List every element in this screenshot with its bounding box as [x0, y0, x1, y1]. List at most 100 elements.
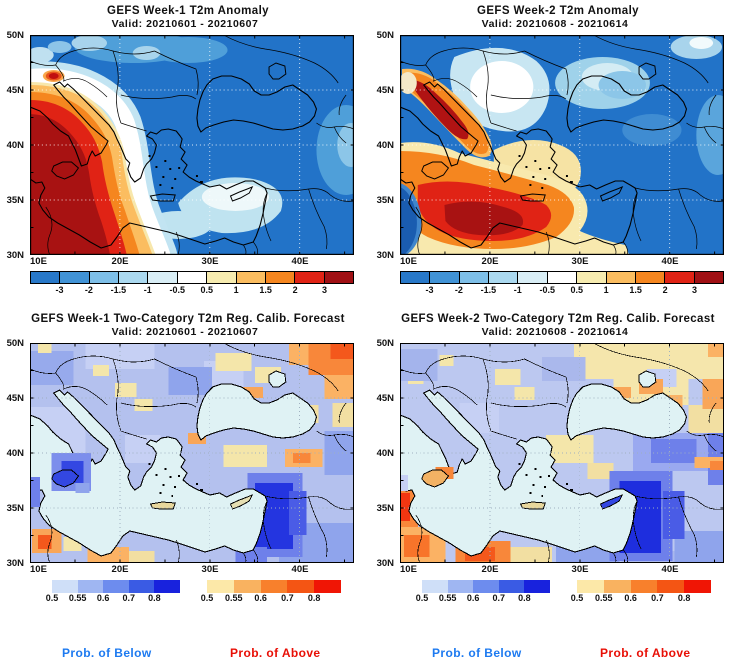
colorbar-segment — [128, 580, 155, 593]
colorbar-segment — [605, 271, 636, 284]
panel-week2-anomaly: GEFS Week-2 T2m Anomaly Valid: 20210608 … — [370, 0, 740, 299]
colorbar-segment — [88, 271, 120, 284]
lat-tick-label: 40N — [6, 448, 24, 459]
crete — [150, 501, 176, 510]
colorbar-segment — [576, 271, 607, 284]
colorbar-tick-label: 0.5 — [570, 285, 583, 295]
lon-tick-label: 20E — [111, 256, 129, 267]
colorbar-segment — [664, 271, 695, 284]
lon-axis: 10E 20E 30E 40E — [400, 255, 724, 268]
colorbar-tick-label: 0.8 — [677, 593, 691, 603]
lon-tick-label: 30E — [201, 564, 219, 575]
colorbar-tick-label: -1 — [143, 285, 152, 295]
anomaly-map-week2 — [400, 35, 724, 255]
panel-title: GEFS Week-1 T2m Anomaly — [107, 5, 269, 17]
colorbar-segment — [473, 580, 499, 593]
colorbar-tick-label: 3 — [322, 285, 328, 295]
colorbar-segment — [118, 271, 149, 284]
colorbar-tick-label: -1 — [513, 285, 522, 295]
colorbar-segment — [517, 271, 548, 284]
colorbar-tick-label: -2 — [454, 285, 463, 295]
colorbar-tick-label: 0.7 — [492, 593, 506, 603]
map-frame — [30, 35, 354, 255]
lon-tick-label: 30E — [571, 564, 589, 575]
colorbar-tick-label: 0.5 — [200, 285, 213, 295]
anomaly-row: GEFS Week-1 T2m Anomaly Valid: 20210601 … — [0, 0, 740, 299]
colorbar-segment — [260, 580, 288, 593]
colorbar-segment — [154, 580, 180, 593]
lat-tick-label: 35N — [6, 195, 24, 206]
colorbar-segment — [287, 580, 315, 593]
colorbar-segment — [294, 271, 325, 284]
lon-tick-label: 40E — [661, 256, 679, 267]
lat-tick-label: 35N — [6, 503, 24, 514]
panel-week1-probability: GEFS Week-1 Two-Category T2m Reg. Calib.… — [0, 308, 370, 608]
colorbar-segment — [59, 271, 90, 284]
panel-valid-range: Valid: 20210601 - 20210607 — [111, 18, 259, 30]
probability-map-week1 — [30, 343, 354, 563]
colorbar-segment — [235, 271, 266, 284]
lon-tick-label: 10E — [400, 564, 417, 575]
probability-row: GEFS Week-1 Two-Category T2m Reg. Calib.… — [0, 308, 740, 608]
colorbar-segment — [630, 580, 658, 593]
lon-tick-label: 30E — [571, 256, 589, 267]
colorbar-segment — [147, 271, 178, 284]
colorbar-tick-label: 0.5 — [415, 593, 429, 603]
colorbar-tick-label: 1.5 — [629, 285, 642, 295]
prob-below-colorbar: 0.5 0.55 0.6 0.7 0.8 — [416, 580, 550, 608]
map-frame — [400, 35, 724, 255]
colorbar-segment — [206, 271, 237, 284]
lat-tick-label: 30N — [376, 250, 394, 261]
anomaly-colorbar: -3 -2 -1.5 -1 -0.5 0.5 1 1.5 2 3 — [400, 271, 724, 299]
lat-tick-label: 35N — [376, 195, 394, 206]
colorbar-tick-label: 0.8 — [307, 593, 321, 603]
lon-axis: 10E 20E 30E 40E — [400, 563, 724, 576]
lon-tick-label: 30E — [201, 256, 219, 267]
panel-valid-range: Valid: 20210601 - 20210607 — [111, 326, 259, 338]
colorbar-segment — [693, 271, 724, 284]
prob-below-label: Prob. of Below — [432, 646, 522, 660]
colorbar-segment — [77, 580, 104, 593]
colorbar-segment — [52, 580, 78, 593]
colorbar-segment — [524, 580, 550, 593]
lon-tick-label: 10E — [30, 256, 47, 267]
colorbar-segment — [400, 271, 431, 284]
lat-tick-label: 50N — [376, 30, 394, 41]
lat-tick-label: 40N — [6, 140, 24, 151]
colorbar-segment — [546, 271, 578, 284]
colorbar-segment — [447, 580, 474, 593]
lon-tick-label: 40E — [661, 564, 679, 575]
lat-tick-label: 45N — [6, 85, 24, 96]
colorbar-tick-label: 0.7 — [122, 593, 136, 603]
colorbar-tick-label: 0.55 — [225, 593, 243, 603]
lon-tick-label: 20E — [481, 564, 499, 575]
anomaly-map-week1 — [30, 35, 354, 255]
colorbar-segment — [207, 580, 234, 593]
lat-axis: 50N 45N 40N 35N 30N — [370, 30, 397, 261]
colorbar-segment — [634, 271, 666, 284]
colorbar-tick-label: -0.5 — [539, 285, 556, 295]
panel-title: GEFS Week-2 Two-Category T2m Reg. Calib.… — [401, 313, 715, 325]
colorbar-segment — [233, 580, 261, 593]
lon-tick-label: 20E — [481, 256, 499, 267]
lat-tick-label: 50N — [6, 338, 24, 349]
colorbar-segment — [498, 580, 525, 593]
colorbar-segment — [103, 580, 129, 593]
panel-title: GEFS Week-2 T2m Anomaly — [477, 5, 639, 17]
panel-week2-probability: GEFS Week-2 Two-Category T2m Reg. Calib.… — [370, 308, 740, 608]
prob-below-colorbar: 0.5 0.55 0.6 0.7 0.8 — [46, 580, 180, 608]
lat-tick-label: 30N — [376, 558, 394, 569]
colorbar-segment — [264, 271, 296, 284]
colorbar-tick-label: 0.6 — [254, 593, 267, 603]
lon-tick-label: 10E — [400, 256, 417, 267]
colorbar-segment — [429, 271, 460, 284]
colorbar-tick-label: 2 — [292, 285, 298, 295]
colorbar-segment — [458, 271, 490, 284]
colorbar-tick-label: 0.6 — [624, 593, 637, 603]
colorbar-segment — [30, 271, 61, 284]
lat-axis: 50N 45N 40N 35N 30N — [0, 30, 27, 261]
panel-valid-range: Valid: 20210608 - 20210614 — [481, 326, 629, 338]
colorbar-tick-label: -0.5 — [169, 285, 186, 295]
map-frame — [30, 343, 354, 563]
colorbar-segment — [488, 271, 519, 284]
